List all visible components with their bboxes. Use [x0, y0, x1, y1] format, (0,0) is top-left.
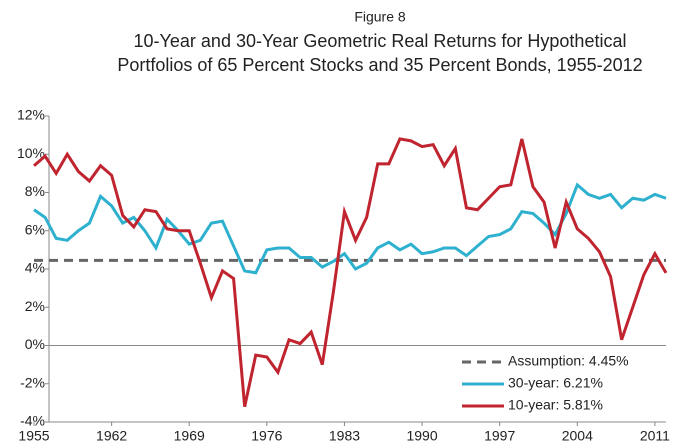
y-tick-label: 4% — [25, 260, 45, 276]
legend-label: 10-year: 5.81% — [508, 397, 603, 413]
x-tick-label: 1983 — [329, 428, 360, 444]
legend-label: Assumption: 4.45% — [508, 353, 629, 369]
chart-title: 10-Year and 30-Year Geometric Real Retur… — [134, 31, 627, 51]
series-line — [33, 137, 668, 408]
y-tick-label: 12% — [17, 107, 45, 123]
x-tick-label: 1969 — [174, 428, 205, 444]
x-tick-label: 1990 — [406, 428, 437, 444]
x-tick-label: 1962 — [96, 428, 127, 444]
y-tick-label: 10% — [17, 145, 45, 161]
chart-title: Portfolios of 65 Percent Stocks and 35 P… — [117, 55, 642, 75]
y-tick-label: -2% — [20, 374, 45, 390]
y-tick-label: 0% — [25, 336, 45, 352]
y-tick-label: 2% — [25, 298, 45, 314]
legend-label: 30-year: 6.21% — [508, 375, 603, 391]
x-tick-label: 1976 — [251, 428, 282, 444]
x-tick-label: 1955 — [18, 428, 49, 444]
x-tick-label: 2004 — [562, 428, 593, 444]
y-tick-label: -4% — [20, 413, 45, 429]
figure-label: Figure 8 — [354, 9, 406, 25]
x-tick-label: 2011 — [640, 428, 670, 444]
y-tick-label: 6% — [25, 221, 45, 237]
y-tick-label: 8% — [25, 183, 45, 199]
x-tick-label: 1997 — [484, 428, 515, 444]
